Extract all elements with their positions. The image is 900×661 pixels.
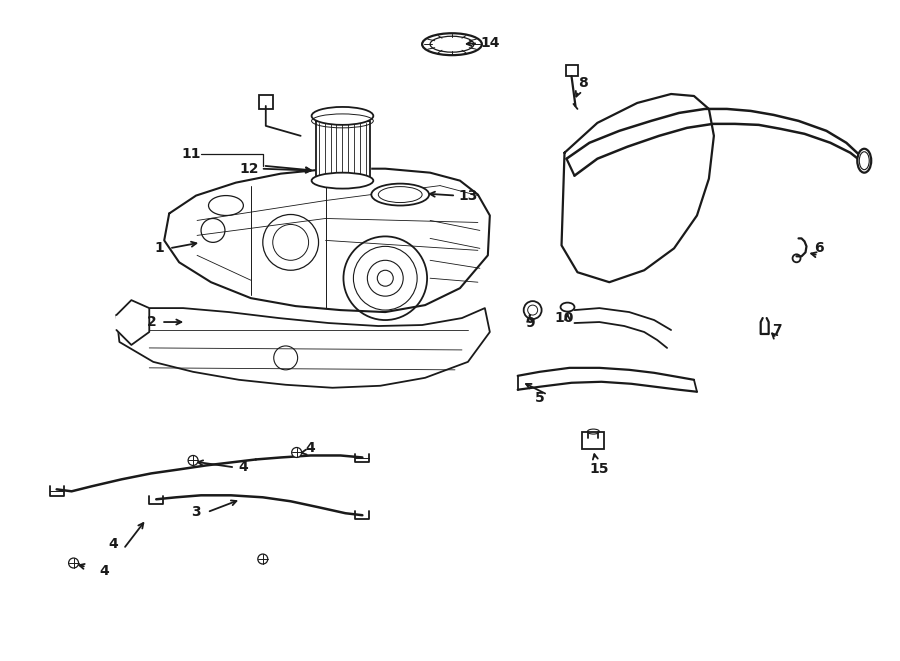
Text: 12: 12 (239, 162, 258, 176)
Ellipse shape (561, 303, 574, 311)
Text: 1: 1 (155, 241, 164, 255)
Circle shape (257, 554, 268, 564)
Polygon shape (116, 308, 490, 388)
Circle shape (292, 447, 302, 457)
Text: 9: 9 (525, 316, 535, 330)
Ellipse shape (311, 107, 374, 125)
Polygon shape (116, 300, 149, 345)
Text: 15: 15 (590, 463, 609, 477)
Bar (259, 95, 273, 109)
Ellipse shape (422, 33, 482, 55)
Polygon shape (164, 169, 490, 312)
Ellipse shape (858, 149, 871, 173)
Text: 4: 4 (306, 440, 316, 455)
Text: 8: 8 (579, 76, 589, 90)
Ellipse shape (378, 186, 422, 202)
Circle shape (68, 558, 78, 568)
Circle shape (527, 305, 537, 315)
Polygon shape (316, 121, 370, 178)
Text: 3: 3 (192, 505, 201, 520)
Text: 4: 4 (100, 564, 109, 578)
Text: 10: 10 (554, 311, 574, 325)
Text: 4: 4 (238, 461, 248, 475)
Circle shape (524, 301, 542, 319)
Text: 5: 5 (535, 391, 544, 405)
Text: 13: 13 (458, 188, 478, 202)
Text: 7: 7 (772, 323, 781, 337)
Text: 11: 11 (181, 147, 201, 161)
Text: 14: 14 (480, 36, 500, 50)
Text: 4: 4 (109, 537, 118, 551)
Bar (582, 432, 604, 449)
Text: 2: 2 (147, 315, 156, 329)
Bar (565, 65, 579, 76)
Polygon shape (562, 94, 714, 282)
Text: 6: 6 (814, 241, 824, 255)
Ellipse shape (311, 173, 374, 188)
Ellipse shape (372, 184, 429, 206)
Circle shape (188, 455, 198, 465)
